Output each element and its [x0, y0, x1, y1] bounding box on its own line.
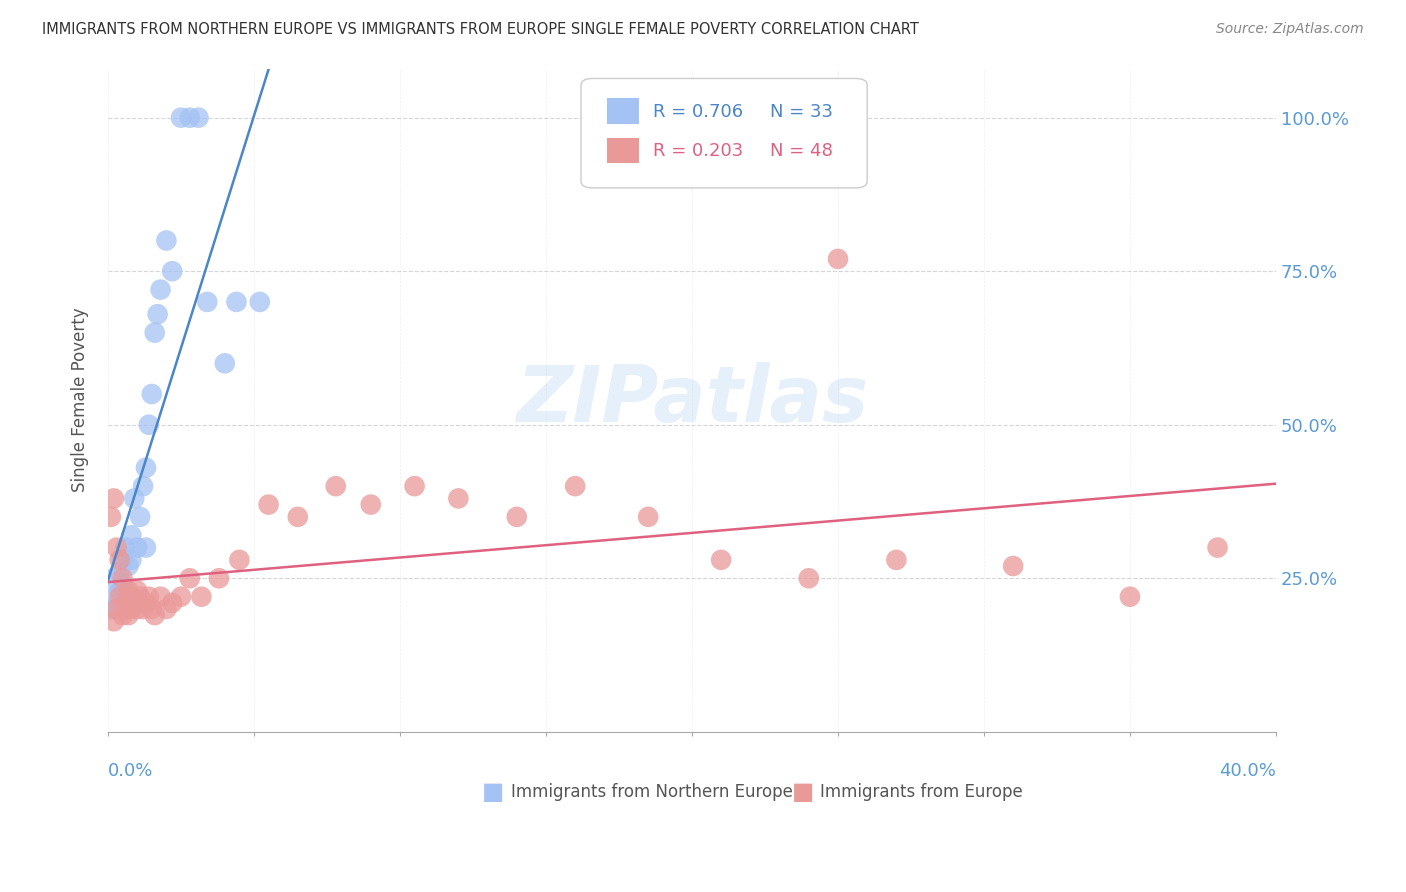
Point [447, 491, 470, 506]
Text: N = 33: N = 33 [770, 103, 834, 120]
Point [117, 608, 139, 623]
Point [886, 553, 908, 567]
Text: ZIPatlas: ZIPatlas [516, 362, 868, 438]
Point [404, 479, 426, 493]
Point [360, 498, 382, 512]
Point [127, 541, 149, 555]
Point [120, 528, 142, 542]
Point [143, 608, 166, 623]
Point [135, 460, 157, 475]
Point [100, 602, 122, 616]
Point [103, 571, 125, 585]
Point [138, 590, 160, 604]
Point [111, 571, 134, 585]
Point [105, 541, 128, 555]
Point [710, 553, 733, 567]
Point [564, 479, 586, 493]
Text: Source: ZipAtlas.com: Source: ZipAtlas.com [1216, 22, 1364, 37]
Text: ■: ■ [482, 780, 505, 804]
Text: R = 0.203: R = 0.203 [654, 143, 744, 161]
Point [127, 583, 149, 598]
FancyBboxPatch shape [581, 78, 868, 188]
Point [797, 571, 820, 585]
Point [249, 294, 271, 309]
Point [120, 590, 142, 604]
Point [108, 553, 131, 567]
Point [105, 602, 128, 616]
Point [138, 417, 160, 432]
Point [160, 596, 183, 610]
Point [108, 565, 131, 579]
Point [103, 590, 125, 604]
Point [103, 614, 125, 628]
Point [155, 602, 177, 616]
FancyBboxPatch shape [607, 138, 640, 163]
Point [105, 602, 128, 616]
Text: Immigrants from Europe: Immigrants from Europe [821, 782, 1024, 800]
Point [141, 387, 163, 401]
Point [135, 541, 157, 555]
Point [155, 234, 177, 248]
Point [120, 553, 142, 567]
Point [214, 356, 236, 370]
Point [132, 602, 155, 616]
Y-axis label: Single Female Poverty: Single Female Poverty [72, 308, 89, 492]
Point [160, 264, 183, 278]
Point [170, 111, 193, 125]
Point [1119, 590, 1142, 604]
Point [1206, 541, 1229, 555]
Point [325, 479, 347, 493]
Point [111, 553, 134, 567]
Point [225, 294, 247, 309]
Point [179, 111, 201, 125]
Point [111, 608, 134, 623]
Point [149, 590, 172, 604]
Point [208, 571, 231, 585]
Point [129, 590, 152, 604]
Point [179, 571, 201, 585]
Text: IMMIGRANTS FROM NORTHERN EUROPE VS IMMIGRANTS FROM EUROPE SINGLE FEMALE POVERTY : IMMIGRANTS FROM NORTHERN EUROPE VS IMMIG… [42, 22, 920, 37]
Point [149, 283, 172, 297]
Point [141, 602, 163, 616]
Point [117, 583, 139, 598]
Point [170, 590, 193, 604]
Point [287, 509, 309, 524]
Text: Immigrants from Northern Europe: Immigrants from Northern Europe [510, 782, 793, 800]
Point [637, 509, 659, 524]
Text: R = 0.706: R = 0.706 [654, 103, 744, 120]
Point [108, 583, 131, 598]
Point [122, 491, 145, 506]
Point [114, 541, 136, 555]
Point [135, 596, 157, 610]
Point [1002, 559, 1025, 574]
Point [132, 479, 155, 493]
Text: 0.0%: 0.0% [108, 762, 153, 780]
Text: ■: ■ [792, 780, 814, 804]
Point [111, 577, 134, 591]
Point [506, 509, 529, 524]
Point [100, 509, 122, 524]
Point [228, 553, 250, 567]
Point [195, 294, 218, 309]
Point [129, 509, 152, 524]
Point [117, 559, 139, 574]
Point [190, 590, 212, 604]
Point [827, 252, 849, 266]
Point [122, 596, 145, 610]
Point [114, 602, 136, 616]
Point [146, 307, 169, 321]
Point [257, 498, 280, 512]
Text: N = 48: N = 48 [770, 143, 834, 161]
Text: 40.0%: 40.0% [1219, 762, 1277, 780]
Point [127, 602, 149, 616]
Point [108, 590, 131, 604]
Point [103, 491, 125, 506]
Point [114, 590, 136, 604]
Point [114, 596, 136, 610]
Point [120, 602, 142, 616]
Point [187, 111, 209, 125]
FancyBboxPatch shape [607, 98, 640, 124]
Point [143, 326, 166, 340]
